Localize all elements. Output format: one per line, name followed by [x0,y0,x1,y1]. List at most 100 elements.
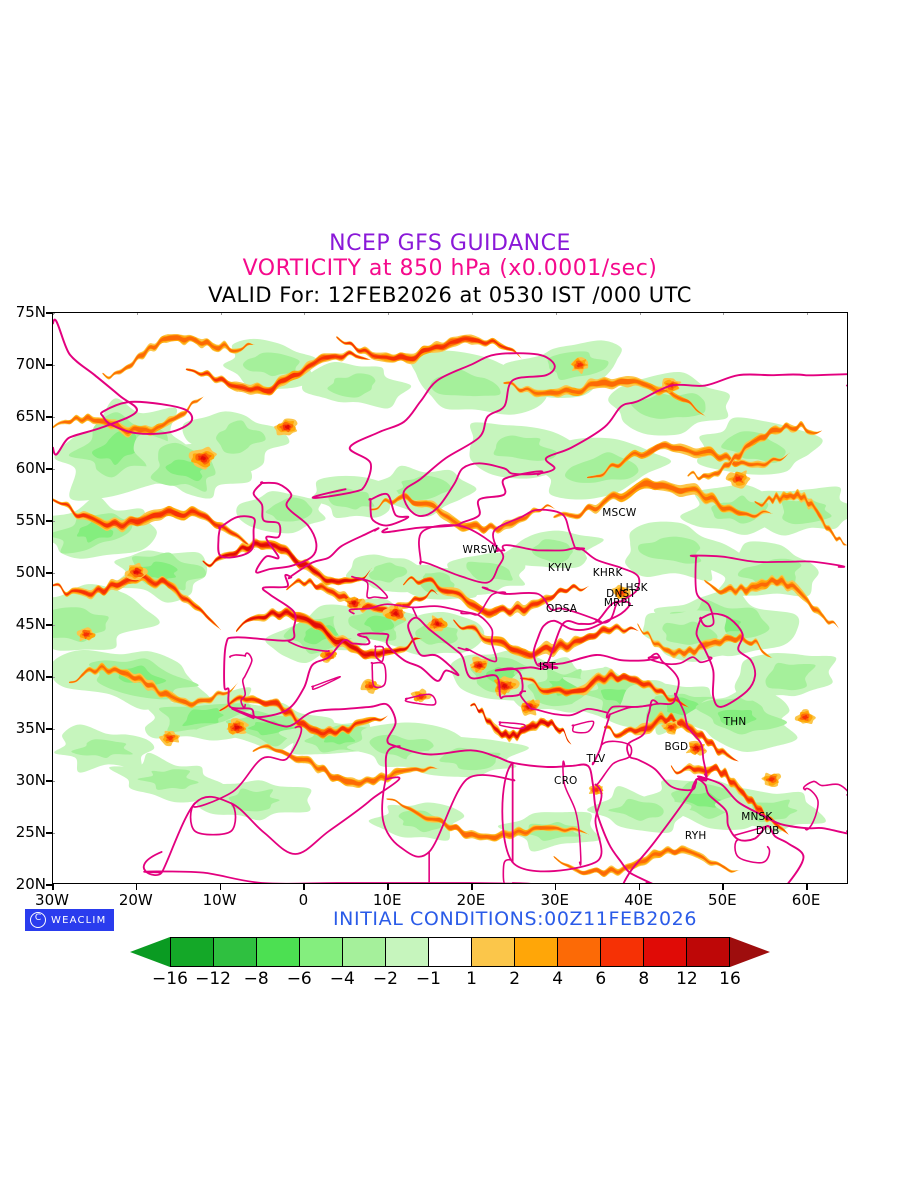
x-tick [806,884,808,890]
colorbar-tick-label: 6 [595,969,607,989]
x-tick-label: 0 [298,891,309,909]
x-tick-label: 30E [540,891,570,909]
colorbar-segment [644,938,687,966]
map-plot-area[interactable]: MSCW WRSW KYIV KHRK LHSK DNST MRPL ODSA IST THN BG… [52,312,848,884]
city-label: KHRK [592,567,623,579]
x-tick-label: 20W [118,891,153,909]
y-tick [46,416,52,418]
colorbar-tick-label: 4 [552,969,564,989]
colorbar-tick-label: 2 [509,969,521,989]
colorbar-segment [558,938,601,966]
colorbar-segment [257,938,300,966]
title-model: NCEP GFS GUIDANCE [329,231,571,256]
y-tick [46,364,52,366]
y-tick [46,312,52,314]
colorbar-segment [214,938,257,966]
y-tick-label: 20N [15,875,46,893]
city-label: MRPL [603,597,634,610]
city-label: THN [723,715,747,728]
colorbar-segment [687,938,729,966]
colorbar-segment [300,938,343,966]
x-tick-label: 10W [202,891,237,909]
city-label: DUB [755,824,780,837]
x-tick [638,884,641,890]
x-tick [722,884,724,890]
colorbar-tick-label: −12 [195,969,232,989]
colorbar-tick-label: 16 [719,969,741,989]
x-tick [470,884,473,890]
colorbar-tick-label: 1 [466,969,477,989]
y-tick [46,572,52,574]
x-tick [303,884,305,890]
colorbar-segments [170,937,730,967]
colorbar-tick-label: −1 [415,969,441,989]
colorbar-tick-label: −4 [329,969,355,989]
colorbar[interactable]: −16 −12 −8 −6 −4 −2 −1 1 2 4 6 8 12 16 [130,937,770,989]
title-variable: VORTICITY at 850 hPa (x0.0001/sec) [242,256,658,281]
vorticity-contour-fill [53,319,847,883]
city-label: MSCW [602,506,637,519]
city-label: MNSK [741,811,773,824]
title-valid-time: VALID For: 12FEB2026 at 0530 IST /000 UT… [208,283,692,307]
city-label: RYH [684,830,707,843]
colorbar-over-arrow [730,937,770,967]
city-label: BGD [664,740,689,753]
colorbar-under-arrow [130,937,170,967]
weaclim-logo: C WEACLIM [25,909,115,931]
y-tick-label: 70N [15,355,46,373]
colorbar-segment [343,938,386,966]
city-label: DNST [606,587,636,600]
y-tick-label: 35N [15,719,46,737]
y-tick [46,676,52,678]
x-tick-label: 60E [791,891,821,909]
colorbar-tick-label: −16 [152,969,188,989]
colorbar-segment [429,938,472,966]
y-tick-label: 50N [15,563,46,581]
y-tick-label: 60N [15,459,46,477]
city-label: CRO [554,775,578,787]
city-label: ODSA [545,603,578,616]
x-tick-label: 50E [708,891,737,909]
x-tick-label: 10E [372,891,402,909]
x-tick [52,884,54,890]
y-tick [46,884,52,886]
y-tick-label: 30N [15,771,46,789]
colorbar-segment [601,938,644,966]
x-tick-label: 30W [35,891,69,909]
x-tick-label: 20E [456,891,486,909]
y-tick [46,468,52,470]
y-tick [46,832,52,834]
colorbar-segment [515,938,558,966]
city-label: IST [538,660,556,673]
x-tick [387,884,389,890]
y-tick [46,624,52,626]
y-tick-label: 45N [15,615,46,633]
y-tick [46,520,52,522]
x-tick [219,884,222,890]
x-tick [135,884,138,890]
colorbar-tick-label: 8 [638,969,650,989]
y-tick [46,780,52,782]
y-tick-label: 25N [15,823,46,841]
y-tick-label: 40N [15,667,46,685]
vorticity-field [53,313,847,883]
y-tick [46,728,52,730]
city-label: WRSW [462,544,499,557]
y-tick-label: 65N [15,407,46,425]
logo-label: WEACLIM [51,914,107,926]
copyright-icon: C [30,912,46,928]
x-tick-label: 40E [624,891,653,909]
y-tick-label: 55N [15,511,46,529]
city-label: LHSK [619,581,648,594]
colorbar-segment [386,938,429,966]
initial-conditions-caption: INITIAL CONDITIONS:00Z11FEB2026 [332,908,698,930]
colorbar-tick-label: −6 [286,969,312,989]
colorbar-tick-label: −8 [243,969,269,989]
colorbar-tick-label: 12 [676,969,698,989]
colorbar-tick-label: −2 [372,969,398,989]
y-tick-label: 75N [15,303,46,321]
colorbar-segment [472,938,515,966]
x-tick [554,884,557,890]
city-label: TLV [586,753,606,766]
